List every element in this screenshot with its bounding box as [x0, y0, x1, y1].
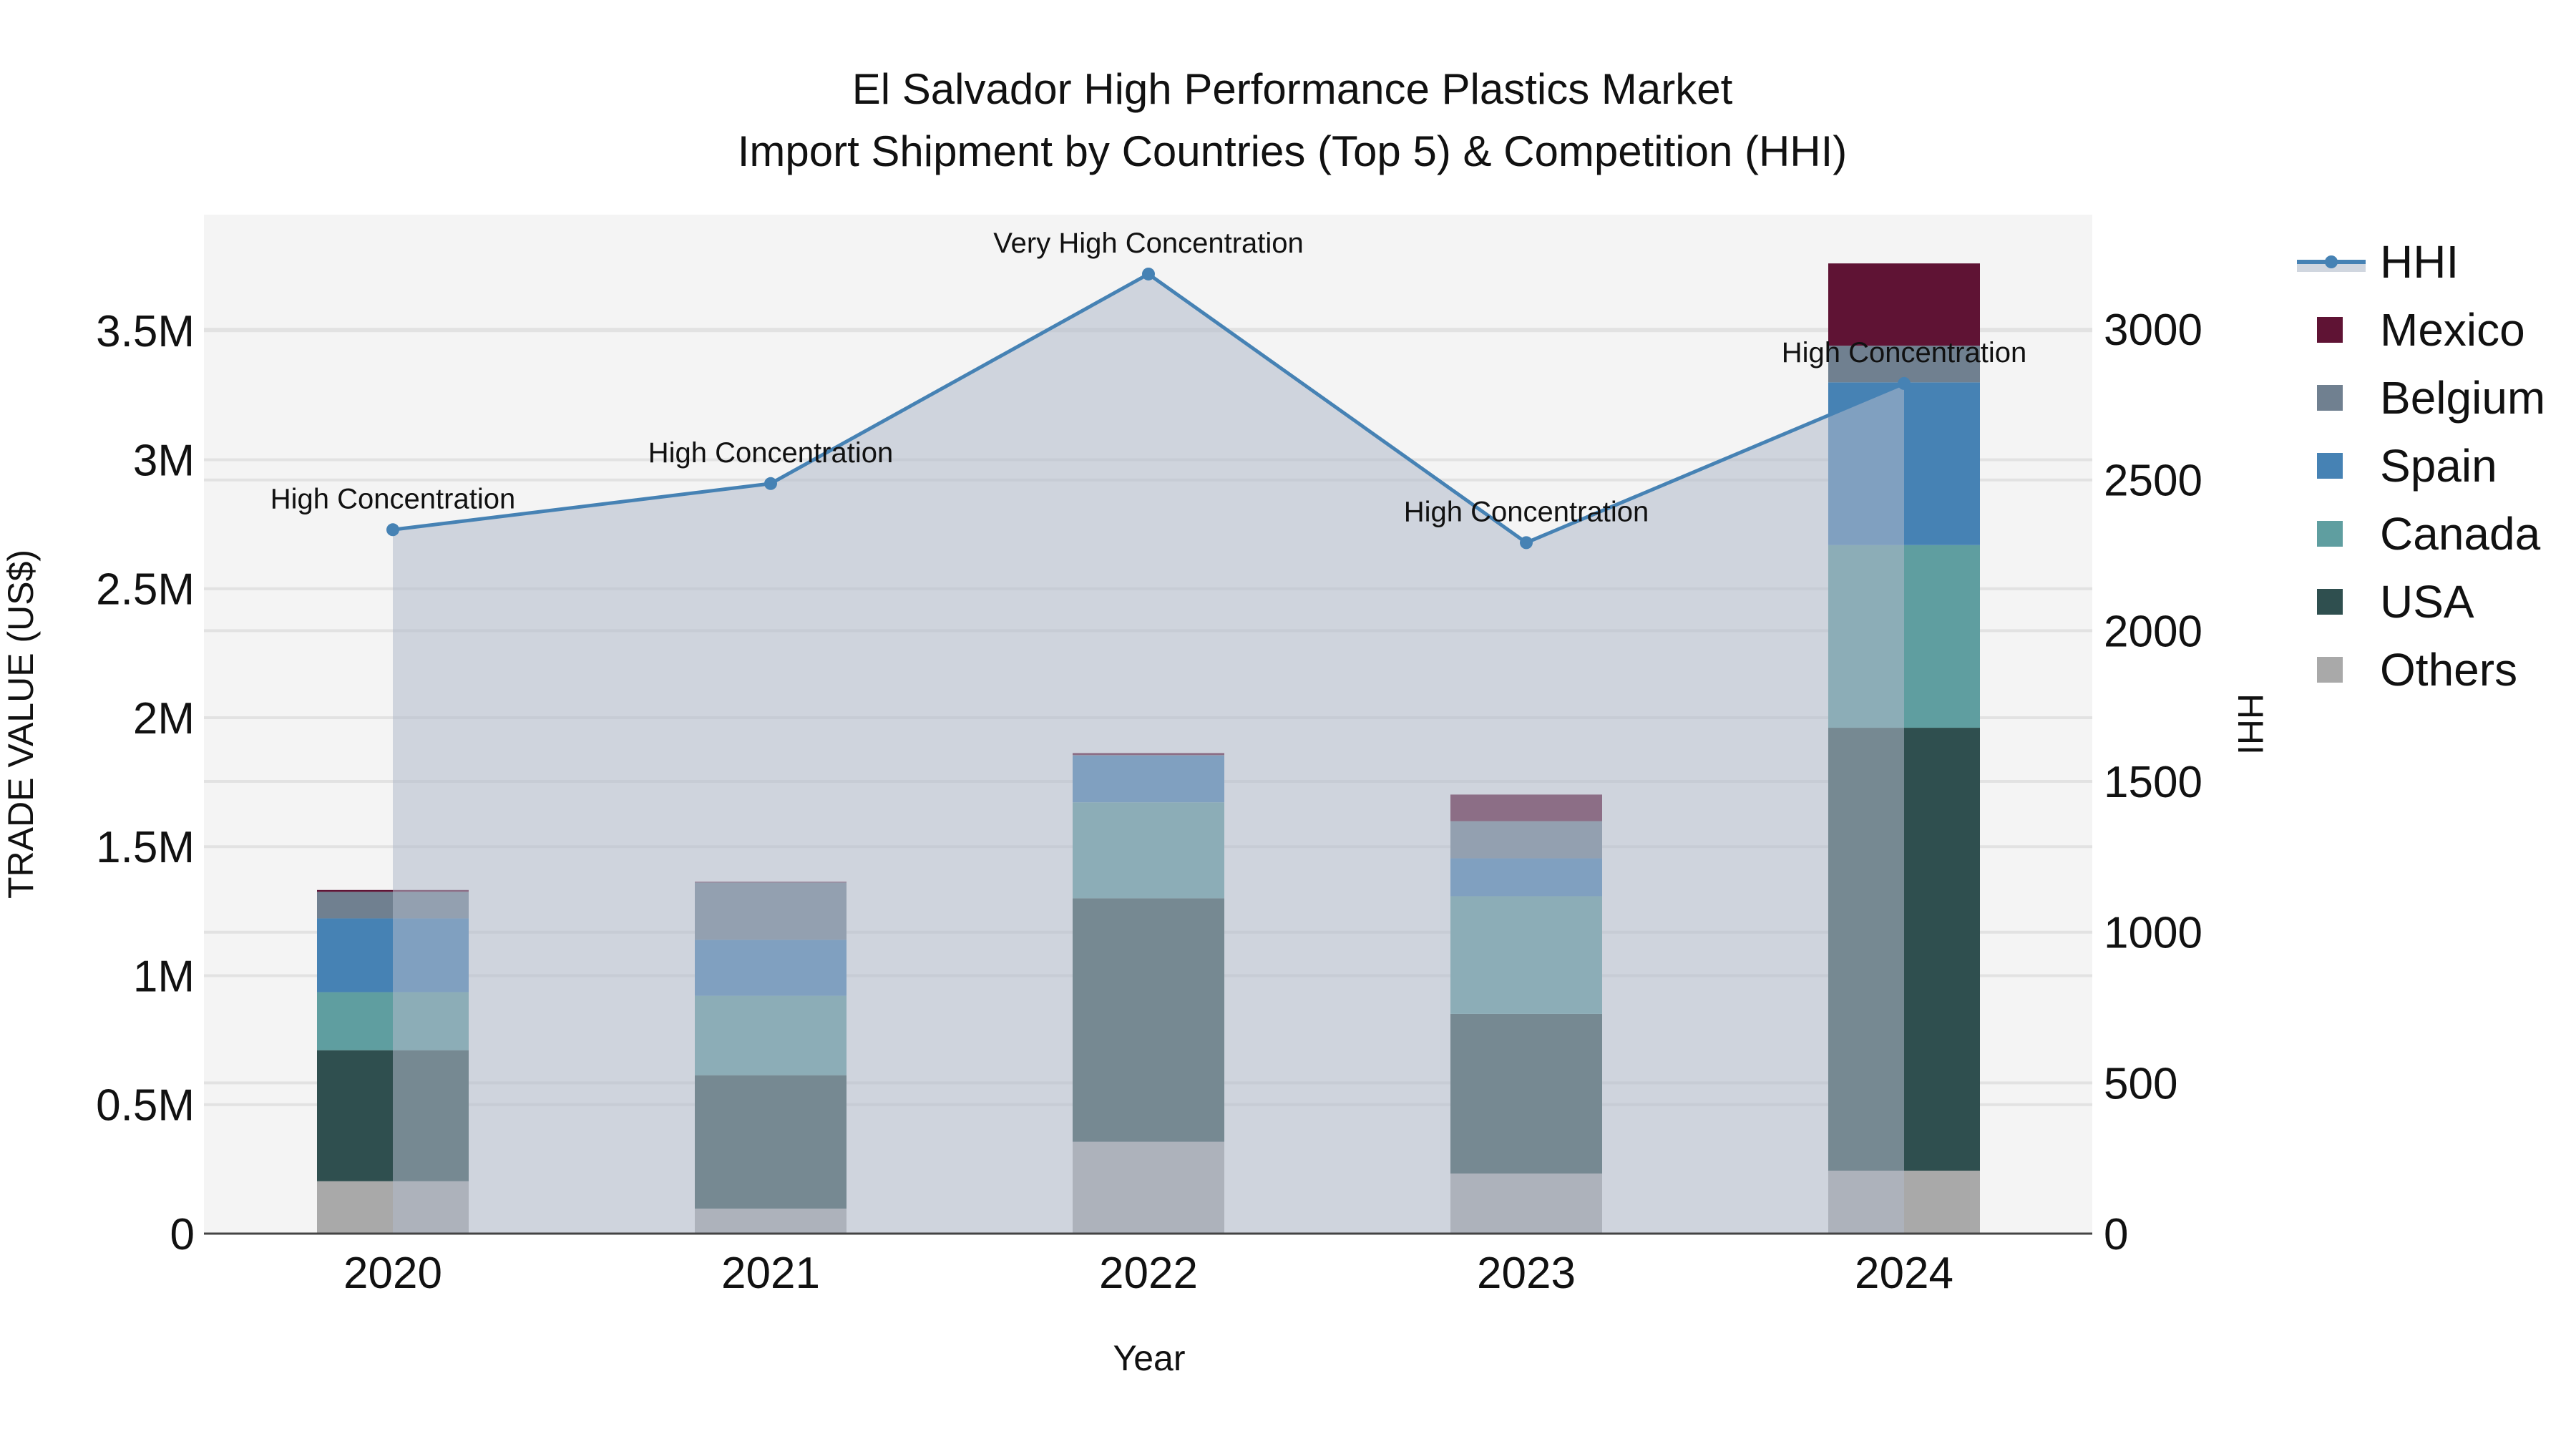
y-left-tick-label: 2.5M: [96, 565, 195, 615]
y-left-tick-label: 3.5M: [96, 307, 195, 356]
y-right-tick-label: 500: [2104, 1059, 2177, 1108]
legend-swatch-icon: [2317, 589, 2343, 615]
legend-label: Belgium: [2380, 372, 2545, 424]
legend-label: USA: [2380, 576, 2474, 628]
bar-segment-belgium: [1828, 346, 1980, 383]
y-axis-left-ticks: 0 0.5M 1M 1.5M 2M 2.5M 3M 3.5M: [96, 307, 195, 1259]
chart-title-line-2: Import Shipment by Countries (Top 5) & C…: [738, 127, 1848, 175]
legend-swatch-icon: [2317, 385, 2343, 411]
hhi-annotation: High Concentration: [648, 437, 893, 469]
y-left-tick-label: 3M: [133, 436, 195, 485]
x-tick-label: 2021: [721, 1249, 820, 1298]
y-right-tick-label: 0: [2104, 1210, 2128, 1259]
x-tick-label: 2024: [1855, 1249, 1953, 1298]
chart-title-line-1: El Salvador High Performance Plastics Ma…: [852, 65, 1733, 113]
hhi-area-fill: [393, 273, 1904, 1234]
y-left-tick-label: 0.5M: [96, 1081, 195, 1131]
x-axis-title: Year: [1113, 1338, 1185, 1378]
legend-label: Canada: [2380, 508, 2541, 560]
legend-item-belgium[interactable]: Belgium: [2317, 372, 2545, 424]
hhi-marker: [764, 477, 777, 490]
hhi-annotation: High Concentration: [1782, 337, 2026, 369]
x-tick-label: 2022: [1099, 1249, 1198, 1298]
hhi-annotation: High Concentration: [270, 483, 515, 514]
y-left-tick-label: 2M: [133, 694, 195, 743]
hhi-marker: [1520, 536, 1533, 550]
legend-item-usa[interactable]: USA: [2317, 576, 2474, 628]
y-axis-right-ticks: 0 500 1000 1500 2000 2500 3000: [2104, 306, 2202, 1259]
legend-item-others[interactable]: Others: [2317, 644, 2517, 696]
legend-marker-icon: [2325, 255, 2338, 268]
legend-item-hhi[interactable]: HHI: [2297, 236, 2459, 288]
y-right-tick-label: 2500: [2104, 457, 2202, 506]
legend-label: Spain: [2380, 440, 2497, 492]
y-right-tick-label: 2000: [2104, 607, 2202, 656]
hhi-marker: [1898, 376, 1911, 390]
y-axis-right-title: HHI: [2230, 693, 2270, 755]
x-tick-label: 2020: [343, 1249, 442, 1298]
y-left-tick-label: 1M: [133, 952, 195, 1001]
y-left-tick-label: 0: [170, 1210, 195, 1259]
hhi-marker: [386, 523, 399, 537]
legend-swatch-icon: [2317, 453, 2343, 479]
legend-label: HHI: [2380, 236, 2459, 288]
hhi-markers: [386, 267, 1911, 550]
x-tick-label: 2023: [1477, 1249, 1576, 1298]
hhi-annotation: High Concentration: [1404, 496, 1649, 527]
y-left-tick-label: 1.5M: [96, 823, 195, 872]
legend-item-spain[interactable]: Spain: [2317, 440, 2497, 492]
legend-label: Mexico: [2380, 304, 2525, 356]
legend: HHI Mexico Belgium Spain Canada USA Others: [2297, 236, 2545, 696]
y-right-tick-label: 3000: [2104, 306, 2202, 355]
hhi-annotations: High Concentration High Concentration Very…: [270, 228, 2026, 527]
bar-segment-mexico: [1828, 263, 1980, 346]
legend-swatch-icon: [2317, 521, 2343, 547]
y-right-tick-label: 1500: [2104, 758, 2202, 807]
legend-item-mexico[interactable]: Mexico: [2317, 304, 2525, 356]
y-axis-left-title: TRADE VALUE (US$): [1, 550, 41, 899]
legend-swatch-icon: [2317, 317, 2343, 343]
y-right-tick-label: 1000: [2104, 909, 2202, 958]
hhi-marker: [1142, 267, 1155, 280]
legend-label: Others: [2380, 644, 2517, 696]
x-axis-ticks: 2020 2021 2022 2023 2024: [343, 1249, 1953, 1298]
legend-swatch-icon: [2317, 657, 2343, 683]
hhi-annotation: Very High Concentration: [993, 228, 1304, 259]
legend-item-canada[interactable]: Canada: [2317, 508, 2541, 560]
